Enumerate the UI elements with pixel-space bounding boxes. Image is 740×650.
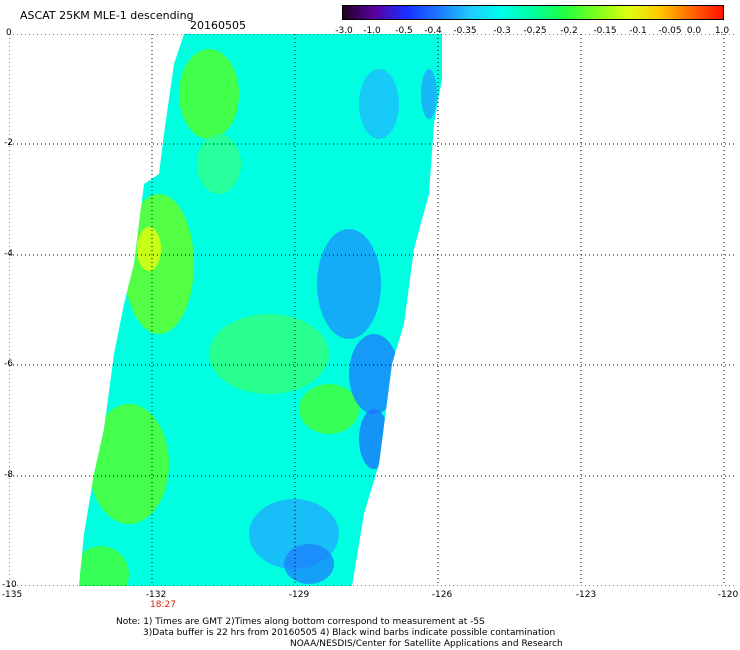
swath-region (124, 194, 194, 334)
colorbar-label: -0.2 (560, 26, 578, 36)
map-date: 20160505 (190, 19, 246, 32)
colorbar-label: -0.05 (658, 26, 682, 36)
swath-region (284, 544, 334, 584)
swath-region (197, 134, 241, 194)
note-line: 3)Data buffer is 22 hrs from 20160505 4)… (143, 628, 556, 638)
y-tick-label: -8 (4, 470, 13, 480)
y-tick-label: -6 (4, 359, 13, 369)
x-tick-label: -132 (145, 590, 167, 600)
swath (79, 34, 442, 586)
map-title: ASCAT 25KM MLE-1 descending (20, 9, 194, 22)
colorbar-labels: -3.0 -1.0 -0.5 -0.4 -0.35 -0.3 -0.25 -0.… (330, 26, 730, 38)
y-tick-label: -2 (4, 138, 13, 148)
swath-region (317, 229, 381, 339)
swath-fill (79, 34, 442, 586)
swath-region (79, 546, 129, 586)
x-tick-label: -126 (431, 590, 453, 600)
y-tick-label: -10 (2, 580, 17, 590)
y-tick-label: 0 (6, 28, 12, 38)
note-line: Note: 1) Times are GMT 2)Times along bot… (116, 617, 485, 627)
swath-region (137, 227, 161, 271)
colorbar-label: -3.0 (335, 26, 353, 36)
x-tick-label: -135 (1, 590, 23, 600)
map-plot (9, 34, 734, 586)
swath-region (89, 404, 169, 524)
colorbar-label: 0.0 (686, 26, 702, 36)
colorbar-label: -0.1 (629, 26, 647, 36)
swath-region (179, 49, 239, 139)
swath-region (359, 69, 399, 139)
colorbar-label: -1.0 (363, 26, 381, 36)
time-label: 18:27 (150, 600, 176, 610)
swath-region (209, 314, 329, 394)
swath-region (359, 409, 389, 469)
swath-region (421, 69, 437, 119)
colorbar-label: -0.3 (493, 26, 511, 36)
swath-region (299, 384, 359, 434)
x-tick-label: -120 (717, 590, 739, 600)
colorbar-label: -0.15 (593, 26, 617, 36)
map-grid (9, 34, 734, 586)
colorbar-label: -0.25 (523, 26, 547, 36)
x-tick-label: -129 (288, 590, 310, 600)
colorbar (342, 5, 724, 20)
x-tick-label: -123 (575, 590, 597, 600)
y-tick-label: -4 (4, 249, 13, 259)
note-line: NOAA/NESDIS/Center for Satellite Applica… (290, 639, 563, 649)
colorbar-label: -0.5 (395, 26, 413, 36)
colorbar-label: 1.0 (714, 26, 730, 36)
swath-region (349, 334, 399, 414)
colorbar-label: -0.35 (453, 26, 477, 36)
colorbar-label: -0.4 (424, 26, 442, 36)
